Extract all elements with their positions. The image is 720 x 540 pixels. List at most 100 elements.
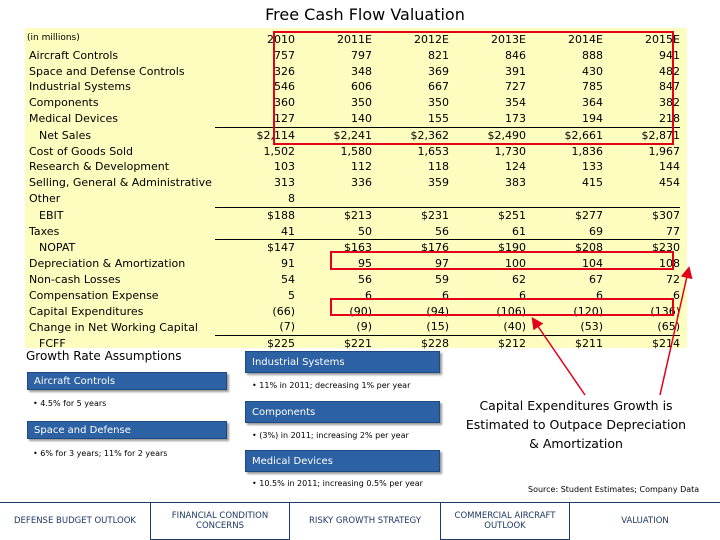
capex-callout: Capital Expenditures Growth is Estimated…: [465, 398, 687, 451]
table-cell: 218: [659, 111, 680, 125]
nav-label: COMMERCIAL AIRCRAFT OUTLOOK: [454, 511, 556, 531]
table-cell: $277: [526, 206, 603, 224]
table-row: Medical Devices 127 140 155 173 194 218: [25, 111, 680, 127]
table-cell: 727: [505, 80, 526, 94]
table-row: Components 360 350 350 354 364 382: [25, 95, 680, 111]
nav-label: VALUATION: [621, 516, 669, 526]
table-cell: $212: [449, 335, 526, 352]
highlight-forecast-sales: [273, 31, 674, 145]
nav-valuation[interactable]: VALUATION: [570, 502, 720, 540]
row-label: Capital Expenditures: [29, 304, 144, 318]
row-label: Other: [29, 192, 61, 206]
table-cell: 118: [428, 160, 449, 174]
row-label: FCFF: [39, 336, 66, 350]
table-cell: 6: [442, 288, 449, 302]
table-cell: $188: [215, 206, 295, 224]
table-cell: 360: [274, 96, 295, 110]
column-header: 2011E: [337, 33, 372, 46]
table-cell: 606: [351, 80, 372, 94]
table-row: Compensation Expense 5 6 6 6 6 6: [25, 288, 680, 304]
aircraft-controls-pill: Aircraft Controls: [27, 372, 227, 390]
table-cell: 112: [351, 160, 372, 174]
table-row: Cost of Goods Sold 1,502 1,580 1,653 1,730 1,…: [25, 144, 680, 160]
table-cell: 354: [505, 96, 526, 110]
table-cell: 54: [281, 272, 295, 286]
table-cell: $231: [372, 206, 449, 224]
industrial-systems-pill: Industrial Systems: [245, 351, 440, 373]
table-cell: 350: [428, 96, 449, 110]
table-cell: $2,661: [526, 126, 603, 144]
row-label: Components: [29, 96, 99, 110]
table-cell: 5: [288, 288, 295, 302]
table-cell: 350: [351, 96, 372, 110]
highlight-depreciation: [330, 251, 674, 270]
arrow-to-depreciation: [659, 266, 693, 396]
row-label: Aircraft Controls: [29, 48, 119, 62]
table-cell: 888: [582, 48, 603, 62]
medical-devices-pill: Medical Devices: [245, 450, 440, 472]
table-cell: $2,241: [295, 126, 372, 144]
table-cell: (15): [426, 320, 449, 334]
table-cell: 391: [505, 64, 526, 78]
row-label: Change in Net Working Capital: [29, 320, 198, 334]
nav-risky-growth-strategy[interactable]: RISKY GROWTH STRATEGY: [290, 502, 440, 540]
table-cell: $2,871: [603, 126, 680, 144]
aircraft-controls-bullet: • 4.5% for 5 years: [33, 399, 107, 408]
table-cell: 797: [351, 48, 372, 62]
table-cell: 127: [274, 111, 295, 125]
row-label: Depreciation & Amortization: [29, 257, 186, 271]
table-cell: 415: [582, 176, 603, 190]
table-cell: $221: [295, 335, 372, 352]
table-cell: $147: [215, 239, 295, 257]
table-cell: 846: [505, 48, 526, 62]
table-cell: 140: [351, 111, 372, 125]
table-row: Research & Development 103 112 118 124 133 144: [25, 159, 680, 175]
table-cell: 77: [666, 224, 680, 238]
table-row: Net Sales $2,114 $2,241 $2,362 $2,490 $2,661 $…: [25, 126, 680, 144]
nav-commercial-aircraft-outlook[interactable]: COMMERCIAL AIRCRAFT OUTLOOK: [440, 502, 570, 540]
row-label: Cost of Goods Sold: [29, 144, 133, 158]
table-cell: 95: [358, 257, 372, 271]
table-cell: $225: [215, 335, 295, 352]
table-row: Non-cash Losses 54 56 59 62 67 72: [25, 272, 680, 288]
table-cell: $2,490: [449, 126, 526, 144]
table-row: Industrial Systems 546 606 667 727 785 847: [25, 79, 680, 95]
nav-defense-budget-outlook[interactable]: DEFENSE BUDGET OUTLOOK: [0, 502, 150, 540]
table-cell: (53): [580, 320, 603, 334]
row-label: Selling, General & Administrative: [29, 176, 212, 190]
table-cell: $251: [449, 206, 526, 224]
table-cell: $2,362: [372, 126, 449, 144]
table-row: FCFF $225 $221 $228 $212 $211 $214: [25, 335, 680, 352]
table-cell: 430: [582, 64, 603, 78]
table-row: Space and Defense Controls 326 348 369 391 43…: [25, 64, 680, 80]
table-row: Other 8: [25, 191, 680, 207]
pill-label: Medical Devices: [252, 455, 333, 467]
table-cell: 91: [281, 257, 295, 271]
table-cell: 821: [428, 48, 449, 62]
column-header: 2013E: [491, 33, 526, 46]
table-cell: 383: [505, 176, 526, 190]
table-cell: $213: [295, 206, 372, 224]
table-cell: 382: [659, 96, 680, 110]
table-cell: 6: [673, 288, 680, 302]
units-label: (in millions): [27, 33, 80, 43]
highlight-capex: [330, 298, 674, 316]
column-header: 2012E: [414, 33, 449, 46]
table-cell: 1,967: [648, 144, 681, 158]
pill-label: Components: [252, 406, 316, 418]
table-cell: 67: [589, 272, 603, 286]
table-cell: 1,580: [340, 144, 373, 158]
table-cell: 144: [659, 160, 680, 174]
table-cell: (9): [356, 320, 372, 334]
nav-financial-condition-concerns[interactable]: FINANCIAL CONDITION CONCERNS: [150, 502, 290, 540]
row-label: EBIT: [39, 208, 64, 222]
table-cell: 56: [358, 272, 372, 286]
table-cell: 348: [351, 64, 372, 78]
table-row: Taxes 41 50 56 61 69 77: [25, 224, 680, 240]
table-cell: 313: [274, 176, 295, 190]
nav-label: FINANCIAL CONDITION CONCERNS: [171, 511, 269, 531]
row-label: Non-cash Losses: [29, 272, 121, 286]
table-cell: $307: [603, 206, 680, 224]
table-cell: 72: [666, 272, 680, 286]
table-row: Change in Net Working Capital (7) (9) (15) (…: [25, 319, 680, 335]
